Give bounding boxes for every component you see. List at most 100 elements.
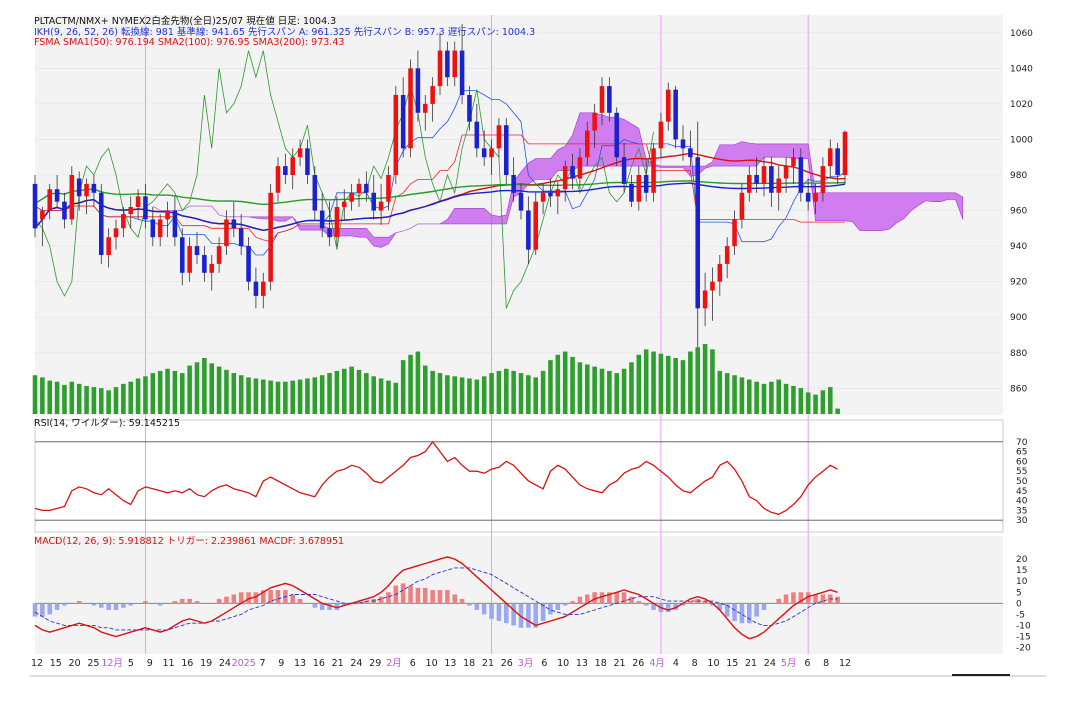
macd-histogram-bar [710, 603, 715, 606]
macd-histogram-bar [798, 592, 804, 604]
sma3-line [35, 180, 846, 206]
x-tick-label: 25 [87, 658, 99, 669]
candle-body [511, 175, 516, 193]
macd-histogram-bar [526, 603, 531, 628]
candle [334, 196, 340, 247]
x-tick-label: 21 [482, 658, 494, 669]
volume-bar [695, 347, 701, 414]
volume-bar [489, 373, 494, 414]
candle [246, 237, 251, 291]
candle-body [54, 189, 60, 202]
candle [216, 237, 222, 273]
macd-histogram-bar [54, 603, 60, 610]
x-tick-label: 21 [332, 658, 344, 669]
candle [202, 246, 207, 282]
candle-body [643, 175, 649, 193]
x-tick-label: 6 [541, 658, 547, 669]
candle [503, 118, 509, 184]
candle-body [489, 148, 494, 158]
x-tick-label: 9 [147, 658, 153, 669]
candle-body [393, 95, 399, 175]
candle [187, 237, 192, 282]
ichimoku-cloud [35, 50, 964, 309]
candle-body [614, 112, 620, 158]
candle [496, 118, 502, 158]
candle-body [106, 237, 111, 255]
candle [224, 210, 229, 255]
candle-body [688, 148, 693, 158]
rsi-tick-label: 55 [1016, 467, 1027, 477]
volume-bar [437, 373, 443, 414]
candle [319, 192, 325, 238]
candle-body [283, 166, 288, 175]
volume-bar [717, 370, 723, 414]
macd-histogram-bar [415, 587, 421, 604]
volume-bar [121, 383, 126, 414]
macd-histogram-bar [459, 598, 465, 604]
candle [40, 207, 45, 247]
candle [776, 166, 782, 211]
candle [474, 103, 480, 158]
candle-body [334, 207, 340, 238]
macd-histogram-bar [238, 592, 244, 604]
macd-tick-label: -5 [1016, 610, 1025, 620]
candle [673, 86, 678, 149]
macd-histogram-bar [327, 603, 332, 610]
volume-bar [150, 373, 156, 414]
macd-histogram-bar [231, 594, 237, 604]
candle [445, 41, 450, 87]
candle-body [827, 148, 833, 167]
macd-histogram-bar [297, 598, 303, 604]
candle-body [194, 246, 200, 255]
macd-histogram-bar [113, 603, 119, 610]
volume-bar [820, 390, 826, 414]
macd-tick-label: 0 [1016, 599, 1022, 609]
volume-bar [128, 381, 134, 414]
cloud-area [152, 112, 964, 248]
volume-bar [172, 370, 178, 414]
macd-histogram-bar [260, 590, 266, 604]
candle-body [584, 130, 590, 158]
candle [378, 183, 384, 225]
volume-bar [179, 373, 185, 414]
volume-bar [496, 370, 502, 414]
candle [194, 231, 200, 264]
candle [47, 183, 53, 220]
candle-body [238, 228, 244, 247]
macd-histogram-bar [548, 603, 553, 615]
candle-body [172, 210, 178, 238]
macd-histogram-bar [643, 603, 649, 606]
candle [297, 139, 303, 167]
volume-bar [562, 351, 568, 414]
volume-bar [415, 351, 421, 414]
volume-bar [408, 354, 413, 414]
price-tick-label: 900 [1010, 313, 1027, 323]
candle [157, 214, 163, 247]
candle-body [607, 86, 612, 113]
macd-histogram-bar [312, 603, 318, 608]
candle-body [776, 178, 782, 193]
candle [91, 175, 97, 207]
rsi-panel [34, 440, 1003, 521]
volume-bar [260, 379, 266, 414]
candle-body [717, 263, 723, 282]
candle [827, 139, 833, 179]
candle-body [783, 166, 789, 179]
candle [260, 272, 266, 309]
volume-bar [202, 358, 207, 414]
candle [614, 107, 620, 167]
candle-body [400, 95, 406, 149]
candle [511, 157, 516, 202]
volume-bar [511, 370, 516, 414]
candle [813, 183, 818, 215]
macd-histogram-bar [489, 603, 494, 619]
macd-histogram-bar [467, 603, 472, 606]
macd-tick-label: 10 [1016, 577, 1028, 587]
x-tick-label: 12 [31, 658, 43, 669]
x-tick-label: 29 [369, 658, 381, 669]
candle [820, 157, 826, 202]
candle-body [150, 219, 156, 238]
candle [548, 178, 553, 207]
candle-body [474, 121, 480, 149]
candle [798, 148, 804, 202]
